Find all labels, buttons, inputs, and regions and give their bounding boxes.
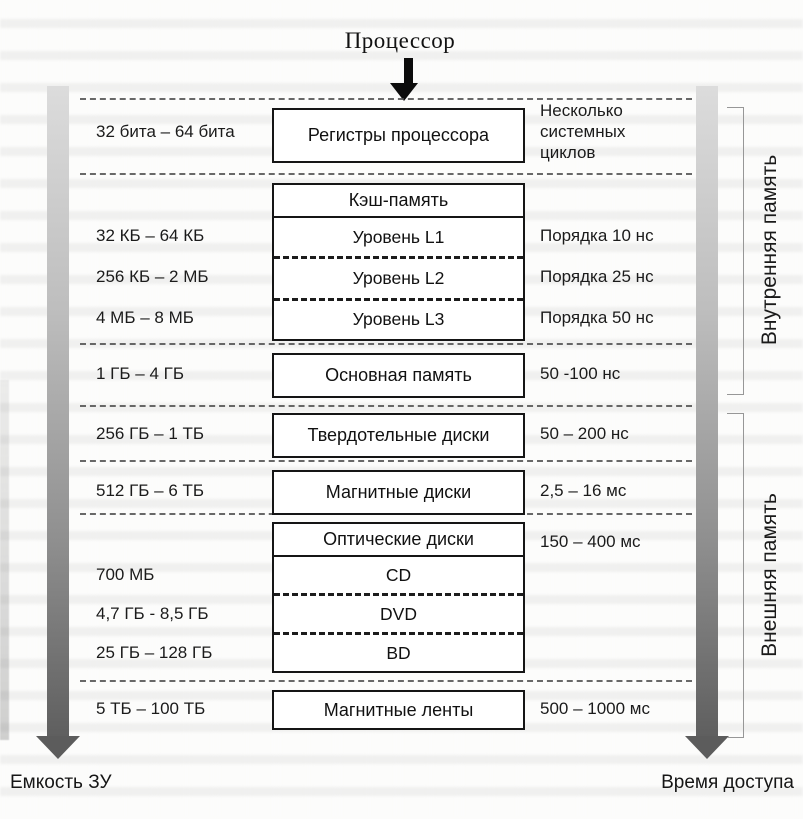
capacity-label-l2: 256 КБ – 2 МБ <box>96 267 209 286</box>
time-axis-label: Время доступа <box>661 772 794 793</box>
tape-box-label: Магнитные ленты <box>323 699 474 720</box>
scan-edge-shadow <box>0 380 9 740</box>
capacity-label-cd: 700 МБ <box>96 565 155 584</box>
capacity-label-tape: 5 ТБ – 100 ТБ <box>96 699 206 718</box>
time-label-l3: Порядка 50 нс <box>540 308 654 327</box>
capacity-axis-arrow-shaft <box>47 86 69 736</box>
time-label-l2: Порядка 25 нс <box>540 267 654 286</box>
time-label-l1: Порядка 10 нс <box>540 226 654 245</box>
ssd-box-label: Твердотельные диски <box>307 425 490 445</box>
optical-header-box: Оптические диски <box>272 522 525 557</box>
optical-types-box: CD DVD BD <box>272 557 525 673</box>
time-label-hdd: 2,5 – 16 мс <box>540 481 627 500</box>
internal-memory-bracket <box>727 107 744 395</box>
capacity-label-main-memory: 1 ГБ – 4 ГБ <box>96 364 184 383</box>
main-memory-box: Основная память <box>272 353 525 398</box>
dashed-separator <box>80 173 692 175</box>
time-label-tape: 500 – 1000 мс <box>540 699 650 718</box>
processor-down-arrowhead-icon <box>390 83 418 101</box>
time-label-optical: 150 – 400 мс <box>540 532 641 551</box>
time-axis-arrowhead-icon <box>685 736 729 759</box>
capacity-axis-label: Емкость ЗУ <box>10 772 112 793</box>
capacity-label-dvd: 4,7 ГБ - 8,5 ГБ <box>96 604 209 623</box>
external-memory-label: Внешняя память <box>758 493 781 657</box>
time-label-main-memory: 50 -100 нс <box>540 364 621 383</box>
capacity-label-hdd: 512 ГБ – 6 ТБ <box>96 481 205 500</box>
dashed-separator <box>80 343 692 345</box>
dashed-separator <box>80 460 692 462</box>
cache-l1-row: Уровень L1 <box>352 226 445 247</box>
hdd-box-label: Магнитные диски <box>325 482 472 502</box>
registers-box-label: Регистры процессора <box>307 125 490 145</box>
cache-header-box: Кэш-память <box>272 183 525 218</box>
capacity-label-l3: 4 МБ – 8 МБ <box>96 308 194 327</box>
cache-header-label: Кэш-память <box>348 190 449 210</box>
capacity-label-ssd: 256 ГБ – 1 ТБ <box>96 424 205 443</box>
main-memory-box-label: Основная память <box>325 365 472 385</box>
capacity-axis-arrowhead-icon <box>36 736 80 759</box>
optical-dvd-row: DVD <box>274 593 523 632</box>
optical-header-label: Оптические диски <box>323 529 474 549</box>
cache-levels-box: Уровень L1 Уровень L2 Уровень L3 <box>272 218 525 341</box>
dashed-separator <box>80 405 692 407</box>
tape-box: Магнитные ленты <box>272 690 525 730</box>
dashed-separator <box>80 680 692 682</box>
capacity-label-bd: 25 ГБ – 128 ГБ <box>96 643 213 662</box>
ssd-box: Твердотельные диски <box>272 413 525 458</box>
processor-label: Процессор <box>344 28 456 53</box>
capacity-label-l1: 32 КБ – 64 КБ <box>96 226 205 245</box>
internal-memory-label: Внутренняя память <box>758 154 781 346</box>
processor-down-arrow-icon <box>404 58 413 84</box>
external-memory-bracket <box>727 413 744 738</box>
cache-l3-row: Уровень L3 <box>274 297 523 339</box>
optical-bd-row: BD <box>274 632 523 671</box>
time-label-registers: Несколько системных циклов <box>540 101 626 162</box>
optical-cd-row: CD <box>385 564 412 585</box>
registers-box: Регистры процессора <box>272 108 525 163</box>
capacity-label-registers: 32 бита – 64 бита <box>96 122 235 141</box>
time-axis-arrow-shaft <box>696 86 718 736</box>
time-label-ssd: 50 – 200 нс <box>540 424 629 443</box>
cache-l2-row: Уровень L2 <box>274 256 523 297</box>
hdd-box: Магнитные диски <box>272 470 525 515</box>
dashed-separator <box>80 98 692 100</box>
